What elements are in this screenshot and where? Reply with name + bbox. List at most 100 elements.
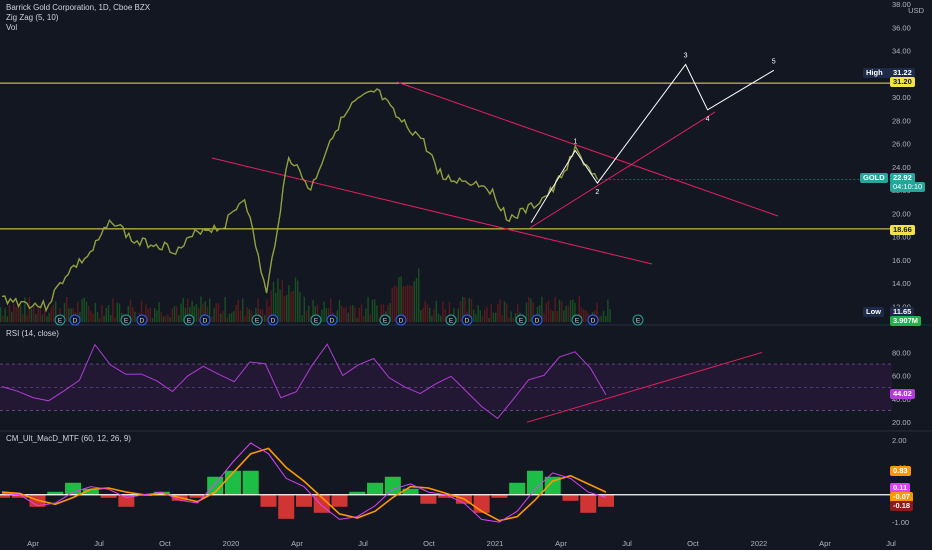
volume-bar: [272, 281, 275, 322]
volume-bar: [363, 316, 365, 322]
volume-bar: [400, 276, 402, 322]
volume-bar: [479, 310, 481, 322]
volume-bar: [578, 296, 580, 322]
volume-bar: [114, 317, 116, 322]
volume-bar: [508, 317, 510, 322]
dividend-badge: D: [136, 314, 148, 326]
volume-bar: [473, 309, 475, 322]
time-axis-label: Apr: [291, 539, 303, 548]
volume-bar: [602, 310, 605, 322]
volume-bar: [503, 301, 506, 322]
rsi-line: [1, 343, 607, 420]
volume-bar: [517, 304, 519, 322]
volume-bar: [552, 311, 554, 322]
time-axis-label: Apr: [555, 539, 567, 548]
volume-bar: [308, 305, 310, 322]
volume-bar: [52, 304, 55, 322]
volume-bar: [13, 303, 15, 322]
svg-text:D: D: [330, 318, 335, 325]
volume-bar: [279, 289, 281, 322]
volume-bar: [147, 309, 149, 322]
zigzag-indicator-title[interactable]: Zig Zag (5, 10): [6, 13, 59, 22]
volume-bar: [547, 300, 550, 322]
volume-bar: [297, 280, 299, 322]
macd-tag-d: -0.18: [890, 501, 914, 511]
volume-bar: [288, 285, 290, 322]
volume-bar: [171, 308, 173, 322]
volume-bar: [567, 305, 569, 322]
volume-bar: [321, 309, 323, 322]
dividend-badge: D: [461, 314, 473, 326]
volume-bar: [55, 301, 57, 322]
volume-bar: [149, 307, 151, 322]
price-axis-tick: 38.00: [892, 0, 911, 9]
svg-text:E: E: [314, 318, 319, 325]
volume-bar: [354, 307, 356, 322]
volume-bar: [178, 315, 180, 322]
volume-bar: [167, 313, 169, 322]
dividend-badge: D: [326, 314, 338, 326]
volume-bar: [607, 299, 609, 322]
macd-hist-bar: [207, 476, 224, 495]
volume-bar: [275, 292, 277, 322]
volume-bar: [77, 301, 79, 322]
volume-bar: [286, 295, 288, 322]
time-axis-label: Apr: [27, 539, 39, 548]
volume-bar: [184, 307, 187, 322]
volume-bar: [70, 308, 72, 322]
volume-bars: [0, 268, 611, 322]
wave-label-4: 4: [706, 116, 710, 123]
macd-hist-bar: [420, 494, 437, 504]
volume-bar: [374, 299, 376, 322]
macd-hist-bar: [526, 470, 543, 495]
volume-bar: [435, 300, 437, 322]
volume-bar: [220, 313, 222, 322]
volume-bar: [561, 301, 563, 322]
svg-text:E: E: [383, 318, 388, 325]
earnings-badge: E: [571, 314, 583, 326]
volume-bar: [514, 313, 517, 322]
volume-bar: [422, 307, 424, 322]
symbol-title[interactable]: Barrick Gold Corporation, 1D, Cboe BZX: [6, 3, 151, 12]
volume-bar: [206, 306, 209, 322]
svg-text:E: E: [255, 318, 260, 325]
macd-title[interactable]: CM_Ult_MacD_MTF (60, 12, 26, 9): [6, 434, 131, 443]
svg-text:D: D: [203, 318, 208, 325]
volume-bar: [574, 302, 576, 322]
volume-bar: [356, 317, 358, 322]
wave-label-5: 5: [772, 58, 776, 65]
volume-bar: [244, 316, 246, 322]
macd-hist-bar: [242, 470, 259, 495]
wedge-lower-line: [211, 157, 653, 265]
volume-bar: [376, 305, 378, 322]
volume-bar: [541, 296, 543, 322]
volume-bar: [327, 308, 330, 322]
volume-indicator-title[interactable]: Vol: [6, 23, 18, 32]
volume-bar: [134, 311, 136, 322]
volume-bar: [409, 285, 411, 322]
macd-hist-bar: [580, 494, 597, 513]
volume-bar: [506, 303, 508, 322]
rsi-title[interactable]: RSI (14, close): [6, 329, 59, 338]
volume-bar: [266, 299, 268, 322]
volume-bar: [191, 300, 193, 322]
volume-bar: [444, 309, 446, 322]
volume-bar: [19, 305, 22, 322]
volume-bar: [112, 298, 114, 322]
volume-bar: [382, 304, 385, 322]
volume-bar: [462, 296, 464, 322]
macd-hist-bar: [189, 494, 206, 498]
rsi-axis-tick: 40.00: [892, 395, 911, 404]
price-axis-tick: 24.00: [892, 163, 911, 172]
volume-bar: [429, 307, 431, 322]
volume-bar: [600, 315, 602, 322]
dividend-badge: D: [199, 314, 211, 326]
volume-bar: [85, 301, 88, 322]
svg-text:E: E: [124, 318, 129, 325]
time-axis-label: Jul: [358, 539, 368, 548]
volume-bar: [554, 297, 556, 322]
upper-level-tag: 31.20: [890, 77, 915, 87]
volume-bar: [305, 310, 308, 322]
earnings-badge: E: [379, 314, 391, 326]
